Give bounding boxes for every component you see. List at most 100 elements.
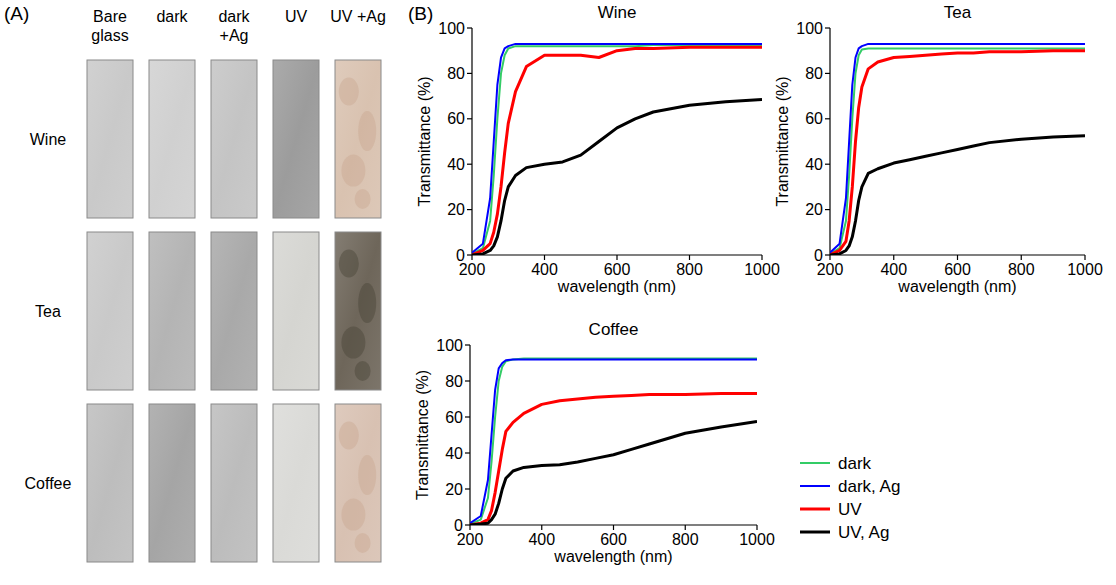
column-header: UV bbox=[285, 8, 308, 25]
y-tick bbox=[825, 254, 830, 255]
x-tick-label: 800 bbox=[1008, 261, 1035, 278]
chart-title: Tea bbox=[944, 3, 972, 22]
series-line bbox=[472, 45, 762, 254]
x-tick bbox=[1084, 255, 1085, 260]
glass-slide bbox=[87, 60, 133, 218]
chart: Tea2004006008001000020406080100wavelengt… bbox=[774, 3, 1103, 295]
y-tick bbox=[467, 254, 472, 255]
x-tick-label: 200 bbox=[459, 261, 486, 278]
x-tick bbox=[616, 255, 617, 260]
y-tick-label: 40 bbox=[805, 156, 823, 173]
stain bbox=[355, 361, 371, 381]
y-tick bbox=[825, 118, 830, 119]
x-tick bbox=[1021, 255, 1022, 260]
y-tick-label: 20 bbox=[805, 201, 823, 218]
y-tick bbox=[825, 209, 830, 210]
series-line bbox=[472, 100, 762, 256]
series-line bbox=[830, 136, 1085, 255]
series-line bbox=[830, 48, 1085, 253]
stain bbox=[341, 327, 365, 359]
y-tick-label: 80 bbox=[445, 373, 463, 390]
y-tick bbox=[467, 118, 472, 119]
glass-slide bbox=[87, 232, 133, 390]
stain bbox=[341, 499, 365, 531]
y-tick-label: 40 bbox=[447, 156, 465, 173]
legend-label: UV bbox=[838, 500, 862, 519]
y-tick bbox=[465, 416, 470, 417]
legend-label: dark bbox=[838, 454, 872, 473]
header-line: dark bbox=[218, 8, 250, 25]
y-tick bbox=[465, 524, 470, 525]
x-tick bbox=[544, 255, 545, 260]
x-tick bbox=[829, 255, 830, 260]
x-tick bbox=[613, 525, 614, 530]
chart: Wine2004006008001000020406080100waveleng… bbox=[416, 3, 780, 295]
y-tick bbox=[467, 73, 472, 74]
stain bbox=[341, 155, 365, 187]
column-header: dark+Ag bbox=[218, 8, 250, 44]
y-axis bbox=[829, 28, 830, 255]
glass-slide bbox=[149, 60, 195, 218]
row-label: Wine bbox=[30, 131, 67, 148]
y-tick-label: 100 bbox=[438, 20, 465, 37]
stain bbox=[355, 189, 371, 209]
x-tick-label: 1000 bbox=[739, 531, 775, 548]
y-axis bbox=[469, 345, 470, 525]
x-axis-title: wavelength (nm) bbox=[557, 278, 676, 295]
x-tick bbox=[469, 525, 470, 530]
x-tick bbox=[761, 255, 762, 260]
x-tick-label: 800 bbox=[672, 531, 699, 548]
x-tick-label: 200 bbox=[817, 261, 844, 278]
stain bbox=[339, 78, 359, 106]
x-tick bbox=[756, 525, 757, 530]
y-axis-title: Transmittance (%) bbox=[414, 370, 431, 500]
legend-swatch bbox=[800, 508, 830, 511]
y-tick bbox=[465, 452, 470, 453]
glass-slide bbox=[273, 60, 319, 218]
stain bbox=[358, 455, 376, 495]
glass-slide bbox=[87, 404, 133, 562]
plot-lines bbox=[470, 359, 757, 526]
y-tick-label: 60 bbox=[447, 110, 465, 127]
x-tick-label: 1000 bbox=[744, 261, 780, 278]
glass-slide bbox=[273, 404, 319, 562]
x-tick-label: 1000 bbox=[1067, 261, 1103, 278]
y-tick-label: 20 bbox=[447, 201, 465, 218]
x-tick-label: 800 bbox=[676, 261, 703, 278]
y-axis-title: Transmittance (%) bbox=[774, 76, 791, 206]
x-tick bbox=[689, 255, 690, 260]
legend-label: UV, Ag bbox=[838, 523, 889, 542]
legend-swatch bbox=[800, 462, 830, 464]
figure: (A)Bareglassdarkdark+AgUVUV +AgWineTeaCo… bbox=[0, 0, 1116, 585]
stain bbox=[339, 250, 359, 278]
glass-slide bbox=[149, 404, 195, 562]
series-line bbox=[472, 44, 762, 253]
x-tick-label: 200 bbox=[457, 531, 484, 548]
panel-letter: (A) bbox=[4, 3, 29, 24]
stain bbox=[355, 533, 371, 553]
glass-slide bbox=[211, 404, 257, 562]
legend-swatch bbox=[800, 485, 830, 487]
y-tick bbox=[467, 27, 472, 28]
x-tick-label: 600 bbox=[604, 261, 631, 278]
header-line: glass bbox=[91, 27, 128, 44]
glass-slide bbox=[335, 404, 381, 562]
series-line bbox=[470, 422, 757, 526]
y-tick-label: 20 bbox=[445, 481, 463, 498]
y-tick-label: 0 bbox=[454, 517, 463, 534]
stain bbox=[339, 422, 359, 450]
chart: Coffee2004006008001000020406080100wavele… bbox=[414, 320, 900, 565]
x-tick bbox=[471, 255, 472, 260]
series-line bbox=[470, 359, 757, 525]
glass-slide bbox=[335, 232, 381, 390]
x-axis-title: wavelength (nm) bbox=[553, 548, 672, 565]
y-tick-label: 40 bbox=[445, 445, 463, 462]
x-tick-label: 400 bbox=[528, 531, 555, 548]
y-tick bbox=[467, 209, 472, 210]
y-axis bbox=[471, 28, 472, 255]
stain bbox=[358, 283, 376, 323]
y-tick-label: 80 bbox=[805, 65, 823, 82]
plot-lines bbox=[830, 44, 1085, 255]
glass-slide bbox=[211, 60, 257, 218]
row-label: Coffee bbox=[25, 475, 72, 492]
